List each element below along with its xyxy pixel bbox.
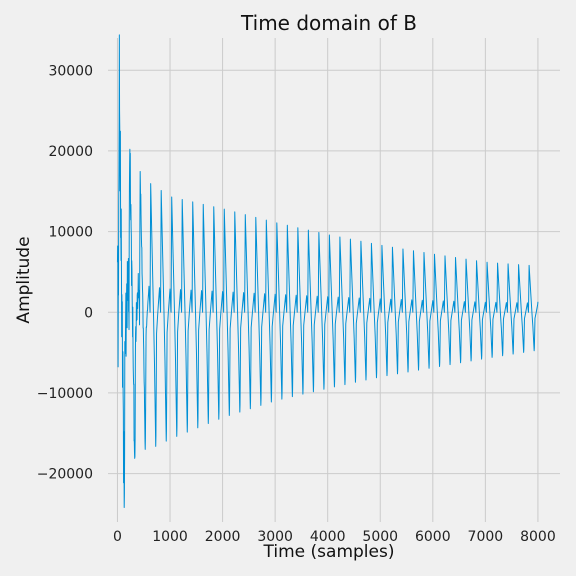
y-tick-label: 20000 bbox=[48, 144, 93, 160]
x-axis-label: Time (samples) bbox=[263, 542, 395, 562]
x-tick-label: 6000 bbox=[415, 529, 451, 545]
y-tick-label: 10000 bbox=[48, 225, 93, 241]
y-axis-label: Amplitude bbox=[14, 236, 34, 323]
plot-area bbox=[108, 38, 560, 522]
y-tick-labels: −20000 −10000 0 10000 20000 30000 bbox=[37, 63, 93, 482]
y-tick-label: 30000 bbox=[48, 63, 93, 79]
x-tick-labels: 0 1000 2000 3000 4000 5000 6000 7000 8000 bbox=[113, 529, 556, 545]
x-tick-label: 4000 bbox=[310, 529, 346, 545]
x-tick-label: 8000 bbox=[520, 529, 556, 545]
series-layer bbox=[116, 34, 539, 509]
x-tick-label: 1000 bbox=[152, 529, 188, 545]
x-tick-label: 3000 bbox=[257, 529, 293, 545]
grid bbox=[108, 38, 560, 522]
x-tick-label: 5000 bbox=[362, 529, 398, 545]
x-tick-label: 0 bbox=[113, 529, 122, 545]
chart-title: Time domain of B bbox=[240, 11, 417, 35]
y-tick-label: −10000 bbox=[37, 386, 93, 402]
x-tick-label: 7000 bbox=[468, 529, 504, 545]
y-tick-label: 0 bbox=[84, 305, 93, 321]
series-line bbox=[116, 34, 539, 509]
y-tick-label: −20000 bbox=[37, 467, 93, 483]
x-tick-label: 2000 bbox=[205, 529, 241, 545]
